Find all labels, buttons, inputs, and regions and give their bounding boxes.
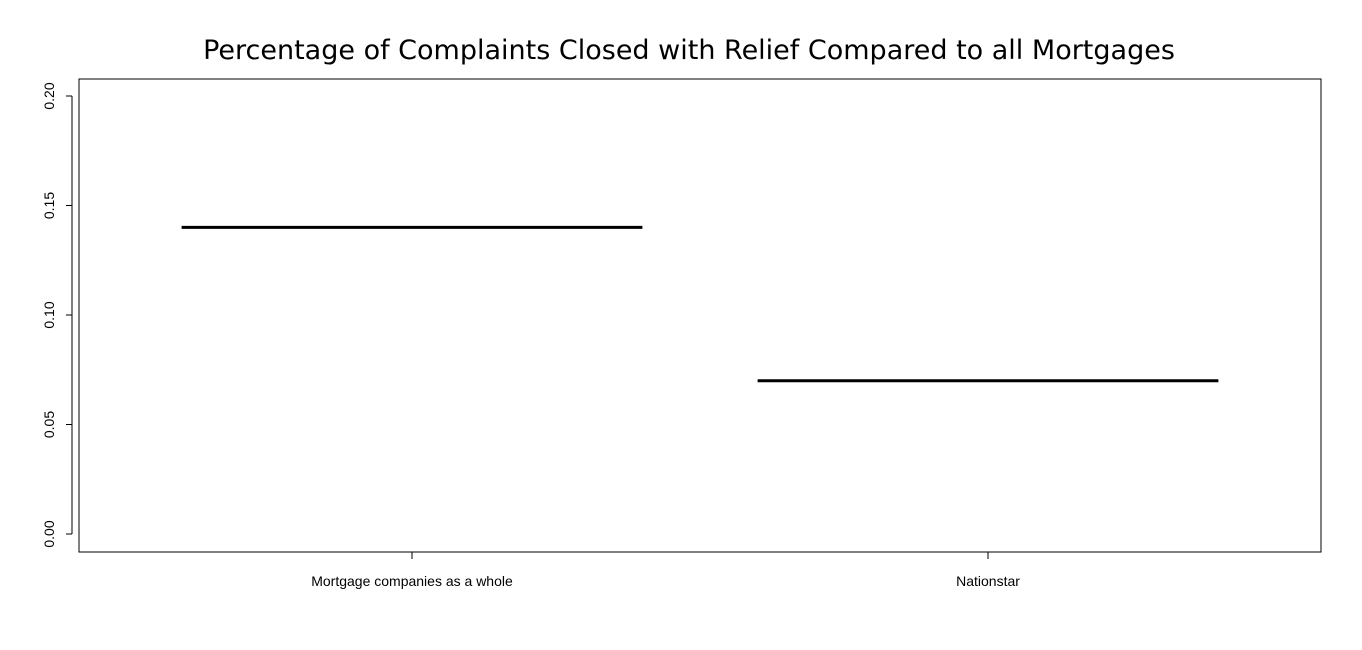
y-tick-label: 0.20 bbox=[41, 82, 57, 109]
x-axis: Mortgage companies as a whole Nationstar bbox=[311, 552, 1020, 589]
y-tick-label: 0.05 bbox=[41, 411, 57, 438]
y-tick-label: 0.15 bbox=[41, 192, 57, 219]
chart-title: Percentage of Complaints Closed with Rel… bbox=[203, 35, 1175, 66]
x-tick-label: Mortgage companies as a whole bbox=[311, 573, 513, 589]
x-tick-label: Nationstar bbox=[956, 573, 1020, 589]
plot-frame bbox=[78, 78, 1322, 553]
chart-marks bbox=[181, 225, 1219, 383]
y-tick-label: 0.10 bbox=[41, 301, 57, 328]
y-tick-label: 0.00 bbox=[41, 520, 57, 547]
y-axis: 0.00 0.05 0.10 0.15 0.20 bbox=[41, 82, 73, 548]
